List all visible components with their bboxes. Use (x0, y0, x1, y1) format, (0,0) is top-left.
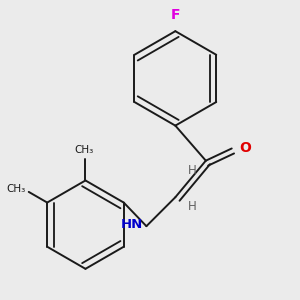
Text: F: F (171, 8, 180, 22)
Text: O: O (239, 142, 251, 155)
Text: CH₃: CH₃ (6, 184, 26, 194)
Text: CH₃: CH₃ (74, 145, 94, 154)
Text: H: H (188, 200, 197, 213)
Text: HN: HN (121, 218, 143, 231)
Text: H: H (188, 164, 197, 177)
